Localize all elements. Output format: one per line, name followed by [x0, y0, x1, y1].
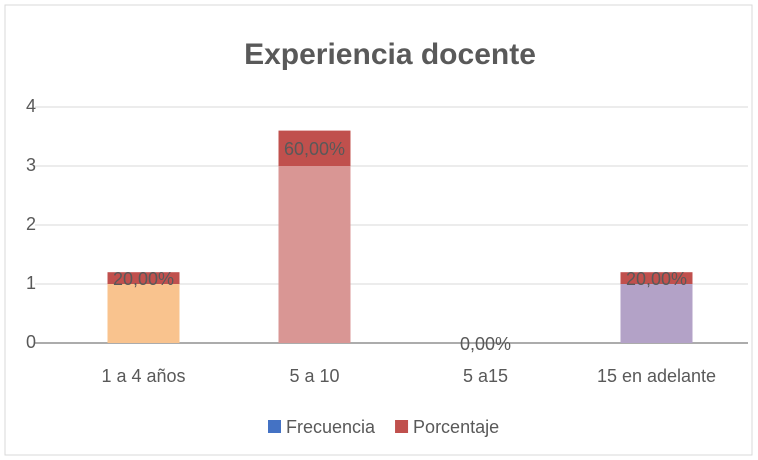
bar-segment: [107, 284, 180, 343]
data-label: 0,00%: [460, 334, 511, 354]
y-tick-label: 1: [26, 273, 36, 293]
bar-segment: [620, 272, 693, 284]
data-label: 60,00%: [284, 139, 345, 159]
data-label: 20,00%: [113, 269, 174, 289]
x-tick-label: 5 a 10: [289, 366, 339, 386]
data-label: 20,00%: [626, 269, 687, 289]
y-tick-label: 0: [26, 332, 36, 352]
x-tick-label: 1 a 4 años: [101, 366, 185, 386]
legend-swatch: [395, 420, 409, 433]
legend-swatch: [268, 420, 281, 433]
bar-segment: [278, 166, 351, 343]
bar-segment: [620, 284, 693, 343]
chart-border: [4, 4, 753, 456]
y-tick-label: 4: [26, 96, 36, 116]
legend-label: Frecuencia: [286, 417, 376, 437]
x-tick-label: 15 en adelante: [597, 366, 716, 386]
chart-title: Experiencia docente: [244, 38, 536, 71]
x-tick-label: 5 a15: [463, 366, 508, 386]
bar-segment: [107, 272, 180, 284]
bar-segment: [278, 130, 351, 166]
y-tick-label: 3: [26, 155, 36, 175]
legend-label: Porcentaje: [413, 417, 499, 437]
y-tick-label: 2: [26, 214, 36, 234]
